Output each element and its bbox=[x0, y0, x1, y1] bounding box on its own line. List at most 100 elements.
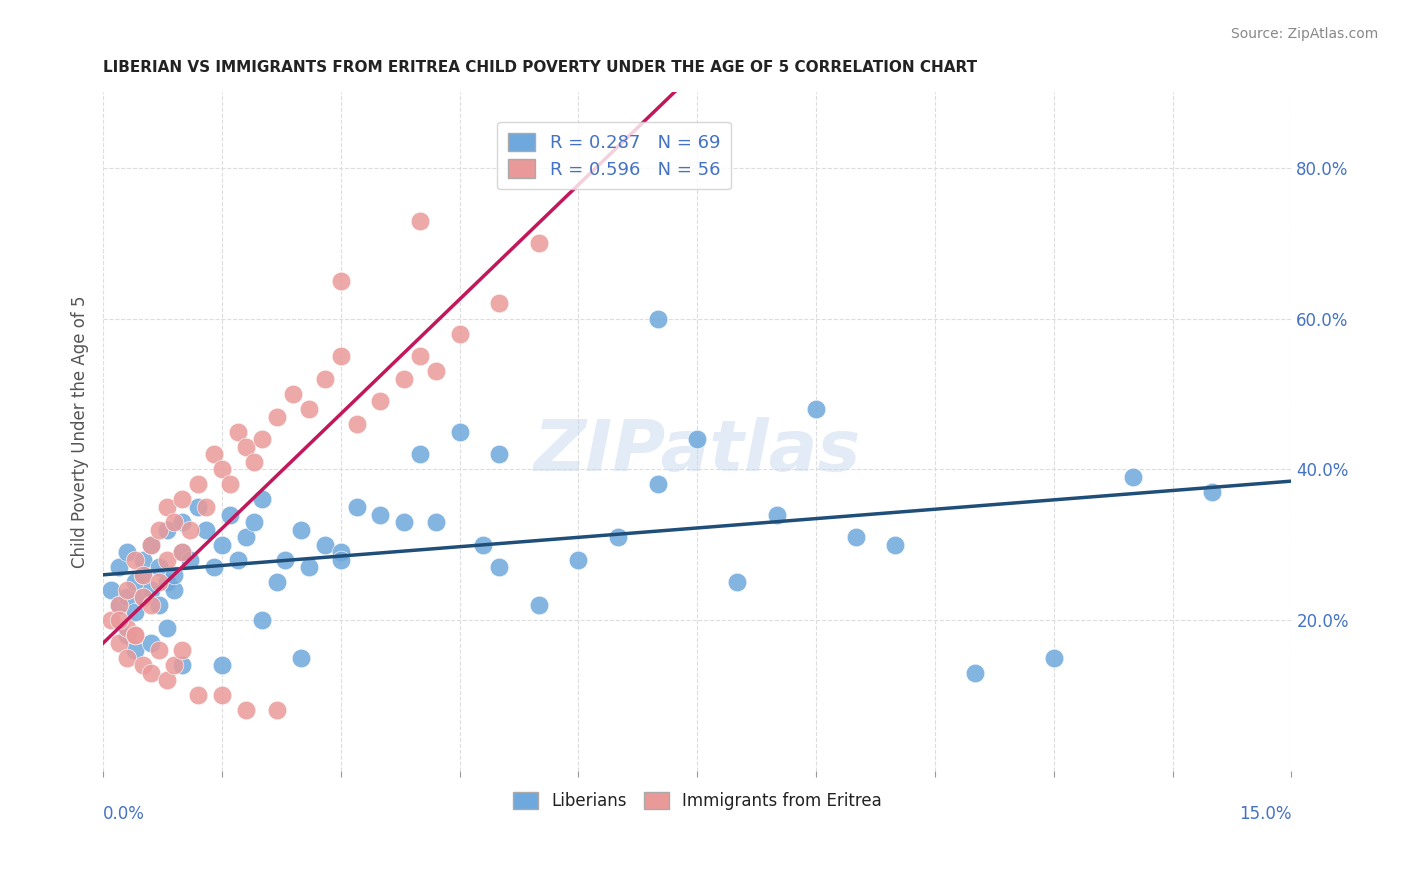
Point bbox=[172, 515, 194, 529]
Point bbox=[115, 650, 138, 665]
Point bbox=[187, 477, 209, 491]
Point bbox=[226, 425, 249, 439]
Point bbox=[132, 591, 155, 605]
Point bbox=[172, 643, 194, 657]
Point bbox=[409, 349, 432, 363]
Point bbox=[202, 560, 225, 574]
Point bbox=[527, 598, 550, 612]
Point bbox=[172, 658, 194, 673]
Point bbox=[187, 500, 209, 514]
Point bbox=[132, 567, 155, 582]
Point bbox=[132, 552, 155, 566]
Point bbox=[115, 628, 138, 642]
Point bbox=[314, 538, 336, 552]
Point bbox=[172, 545, 194, 559]
Point bbox=[607, 530, 630, 544]
Point bbox=[108, 635, 131, 649]
Point bbox=[132, 591, 155, 605]
Point bbox=[392, 515, 415, 529]
Point bbox=[283, 387, 305, 401]
Point bbox=[242, 455, 264, 469]
Point bbox=[845, 530, 868, 544]
Point bbox=[163, 515, 186, 529]
Point bbox=[567, 552, 589, 566]
Point bbox=[409, 447, 432, 461]
Point bbox=[298, 402, 321, 417]
Point bbox=[148, 560, 170, 574]
Point bbox=[148, 523, 170, 537]
Point bbox=[155, 552, 177, 566]
Point bbox=[274, 552, 297, 566]
Point bbox=[686, 432, 709, 446]
Point bbox=[100, 613, 122, 627]
Point bbox=[298, 560, 321, 574]
Point bbox=[100, 582, 122, 597]
Text: 0.0%: 0.0% bbox=[103, 805, 145, 823]
Point bbox=[219, 508, 242, 522]
Point bbox=[449, 425, 471, 439]
Point bbox=[266, 409, 288, 424]
Point bbox=[139, 635, 162, 649]
Point bbox=[139, 538, 162, 552]
Point bbox=[115, 621, 138, 635]
Text: ZIPatlas: ZIPatlas bbox=[534, 417, 860, 486]
Point bbox=[250, 613, 273, 627]
Point bbox=[155, 575, 177, 590]
Point bbox=[195, 500, 218, 514]
Point bbox=[290, 650, 312, 665]
Point bbox=[124, 552, 146, 566]
Point bbox=[314, 372, 336, 386]
Point bbox=[172, 492, 194, 507]
Point bbox=[409, 213, 432, 227]
Point bbox=[124, 628, 146, 642]
Point bbox=[235, 440, 257, 454]
Point bbox=[148, 598, 170, 612]
Point bbox=[235, 703, 257, 717]
Point bbox=[884, 538, 907, 552]
Point bbox=[329, 274, 352, 288]
Point bbox=[132, 658, 155, 673]
Point bbox=[155, 500, 177, 514]
Point bbox=[155, 621, 177, 635]
Point bbox=[370, 508, 392, 522]
Point bbox=[647, 311, 669, 326]
Point bbox=[725, 575, 748, 590]
Point bbox=[1042, 650, 1064, 665]
Point bbox=[115, 582, 138, 597]
Point bbox=[235, 530, 257, 544]
Point bbox=[148, 575, 170, 590]
Point bbox=[163, 658, 186, 673]
Point bbox=[346, 417, 368, 431]
Text: 15.0%: 15.0% bbox=[1239, 805, 1292, 823]
Point bbox=[187, 689, 209, 703]
Point bbox=[250, 432, 273, 446]
Point bbox=[115, 545, 138, 559]
Point bbox=[963, 665, 986, 680]
Y-axis label: Child Poverty Under the Age of 5: Child Poverty Under the Age of 5 bbox=[72, 295, 89, 568]
Point bbox=[472, 538, 495, 552]
Point bbox=[172, 545, 194, 559]
Point bbox=[804, 402, 827, 417]
Point bbox=[195, 523, 218, 537]
Point bbox=[1122, 470, 1144, 484]
Point bbox=[211, 658, 233, 673]
Point bbox=[329, 552, 352, 566]
Point bbox=[425, 364, 447, 378]
Point bbox=[1201, 484, 1223, 499]
Point bbox=[266, 703, 288, 717]
Point bbox=[108, 598, 131, 612]
Point bbox=[488, 296, 510, 310]
Point bbox=[124, 575, 146, 590]
Point bbox=[488, 447, 510, 461]
Point bbox=[647, 477, 669, 491]
Point bbox=[329, 349, 352, 363]
Point bbox=[250, 492, 273, 507]
Point bbox=[124, 643, 146, 657]
Point bbox=[139, 598, 162, 612]
Point bbox=[124, 628, 146, 642]
Point bbox=[488, 560, 510, 574]
Text: LIBERIAN VS IMMIGRANTS FROM ERITREA CHILD POVERTY UNDER THE AGE OF 5 CORRELATION: LIBERIAN VS IMMIGRANTS FROM ERITREA CHIL… bbox=[103, 60, 977, 75]
Point bbox=[108, 613, 131, 627]
Point bbox=[115, 591, 138, 605]
Point bbox=[527, 236, 550, 251]
